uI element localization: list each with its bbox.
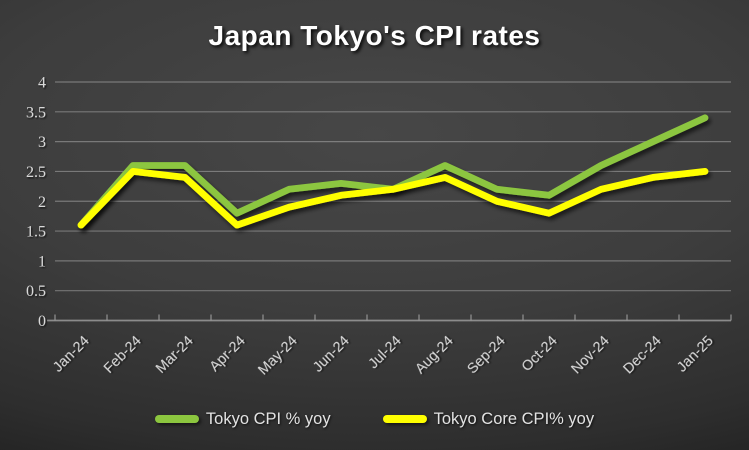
legend-item-tokyo-core-cpi: Tokyo Core CPI% yoy — [382, 409, 595, 429]
y-axis-tick-label: 1.5 — [26, 224, 46, 241]
y-axis-tick-label: 0 — [38, 313, 46, 330]
series-line-tokyo-core-cpi-yoy — [77, 167, 709, 229]
y-axis-tick-label: 3.5 — [26, 104, 46, 121]
x-axis-tick-label: Jul-24 — [366, 333, 405, 372]
x-axis-tick-label: Aug-24 — [412, 333, 456, 377]
legend-label-tokyo-core-cpi: Tokyo Core CPI% yoy — [433, 409, 595, 428]
x-axis — [47, 314, 732, 322]
x-axis-tick-label: Dec-24 — [620, 333, 664, 377]
x-axis-tick-label: Mar-24 — [153, 333, 197, 377]
legend-label-tokyo-cpi: Tokyo CPI % yoy — [205, 409, 331, 428]
y-axis-tick-label: 2.5 — [26, 164, 46, 181]
y-axis-tick-label: 4 — [38, 75, 46, 92]
x-axis-labels: Jan-24 Feb-24 Mar-24 Apr-24 May-24 Jun-24 Jul-… — [50, 333, 717, 379]
x-axis-tick-label: Jan-24 — [50, 333, 93, 376]
chart-title: Japan Tokyo's CPI rates — [208, 20, 541, 51]
legend-item-tokyo-cpi: Tokyo CPI % yoy — [154, 409, 331, 429]
x-axis-tick-label: Feb-24 — [101, 333, 145, 377]
x-axis-tick-label: May-24 — [255, 333, 301, 379]
y-gridlines — [55, 81, 731, 292]
y-axis-tick-label: 3 — [38, 134, 46, 151]
y-axis-tick-label: 1 — [38, 253, 46, 270]
y-axis-tick-label: 2 — [38, 194, 46, 211]
x-axis-tick-label: Apr-24 — [207, 333, 249, 375]
y-axis-labels: 0 0.5 1 1.5 2 2.5 3 3.5 4 — [26, 75, 46, 331]
y-axis-tick-label: 0.5 — [26, 283, 46, 300]
x-axis-tick-label: Oct-24 — [519, 333, 561, 375]
x-axis-tick-label: Jan-25 — [674, 333, 717, 376]
legend-swatch-tokyo-core-cpi — [382, 415, 427, 423]
x-axis-tick-label: Nov-24 — [568, 333, 612, 377]
x-axis-tick-label: Jun-24 — [310, 333, 353, 376]
x-axis-tick-label: Sep-24 — [464, 333, 508, 377]
series-lines — [77, 114, 709, 229]
legend-swatch-tokyo-cpi — [154, 415, 199, 423]
chart-legend: Tokyo CPI % yoy Tokyo Core CPI% yoy — [0, 404, 749, 434]
